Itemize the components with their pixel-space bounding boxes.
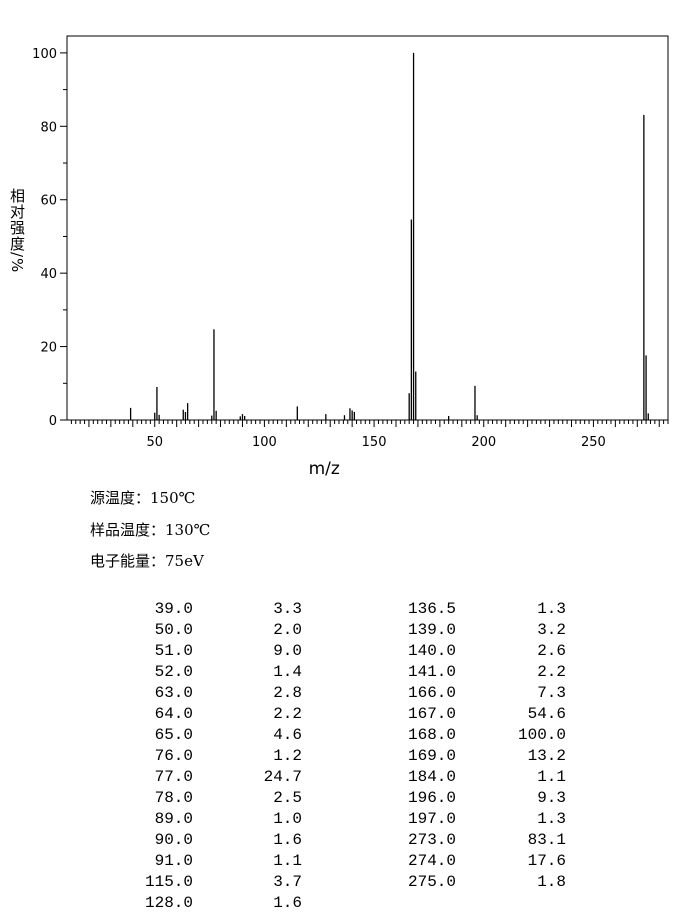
mz-value: 140.0 — [407, 642, 456, 660]
intensity-value: 1.6 — [273, 894, 302, 912]
intensity-value: 2.6 — [537, 642, 566, 660]
mz-value: 64.0 — [154, 705, 193, 723]
intensity-value: 3.7 — [273, 873, 302, 891]
mz-value: 166.0 — [407, 684, 456, 702]
intensity-value: 3.2 — [537, 621, 566, 639]
mz-value: 128.0 — [144, 894, 193, 912]
mz-value: 136.5 — [407, 600, 456, 618]
x-axis-label: m/z — [309, 459, 340, 479]
mass-spectrum-chart: 50 100 150 200 250 0 20 40 60 80 100 m/z — [32, 35, 669, 479]
mz-value: 50.0 — [154, 621, 193, 639]
intensity-value: 3.3 — [273, 600, 302, 618]
intensity-value: 2.5 — [273, 789, 302, 807]
mz-value: 274.0 — [407, 852, 456, 870]
y-tick-label: 60 — [40, 194, 57, 209]
mz-value: 39.0 — [154, 600, 193, 618]
electron-energy: 电子能量：75eV — [90, 552, 204, 570]
y-axis-label: 相对强度/% — [8, 188, 26, 274]
mz-value: 76.0 — [154, 747, 193, 765]
y-tick-label: 40 — [40, 267, 57, 282]
intensity-value: 2.0 — [273, 621, 302, 639]
x-tick-label: 150 — [362, 435, 387, 450]
intensity-value: 1.1 — [273, 852, 302, 870]
intensity-value: 100.0 — [517, 726, 566, 744]
y-tick-label: 20 — [40, 341, 57, 356]
mz-value: 91.0 — [154, 852, 193, 870]
intensity-value: 1.3 — [537, 600, 566, 618]
intensity-value: 17.6 — [527, 852, 566, 870]
intensity-value: 1.6 — [273, 831, 302, 849]
mz-value: 51.0 — [154, 642, 193, 660]
mz-value: 275.0 — [407, 873, 456, 891]
intensity-value: 9.3 — [537, 789, 566, 807]
mz-value: 78.0 — [154, 789, 193, 807]
intensity-value: 1.0 — [273, 810, 302, 828]
mz-value: 65.0 — [154, 726, 193, 744]
intensity-value: 24.7 — [263, 768, 302, 786]
intensity-value: 2.2 — [537, 663, 566, 681]
sample-temperature: 样品温度：130℃ — [90, 521, 211, 539]
mz-value: 197.0 — [407, 810, 456, 828]
x-tick-label: 200 — [471, 435, 496, 450]
intensity-value: 54.6 — [527, 705, 566, 723]
intensity-value: 2.8 — [273, 684, 302, 702]
mz-value: 77.0 — [154, 768, 193, 786]
y-tick-label: 80 — [40, 120, 57, 135]
intensity-value: 9.0 — [273, 642, 302, 660]
mz-value: 169.0 — [407, 747, 456, 765]
mz-value: 90.0 — [154, 831, 193, 849]
x-tick-label: 250 — [581, 435, 606, 450]
mz-value: 63.0 — [154, 684, 193, 702]
intensity-value: 1.4 — [273, 663, 302, 681]
intensity-value: 4.6 — [273, 726, 302, 744]
intensity-value: 1.8 — [537, 873, 566, 891]
mz-value: 52.0 — [154, 663, 193, 681]
mz-value: 273.0 — [407, 831, 456, 849]
intensity-value: 1.1 — [537, 768, 566, 786]
y-tick-label: 100 — [32, 47, 57, 62]
mz-value: 115.0 — [144, 873, 193, 891]
intensity-value: 2.2 — [273, 705, 302, 723]
x-tick-label: 50 — [146, 435, 163, 450]
mz-value: 89.0 — [154, 810, 193, 828]
mz-value: 184.0 — [407, 768, 456, 786]
mz-value: 167.0 — [407, 705, 456, 723]
mz-value: 139.0 — [407, 621, 456, 639]
source-temperature: 源温度：150℃ — [90, 489, 196, 507]
intensity-value: 1.2 — [273, 747, 302, 765]
intensity-value: 1.3 — [537, 810, 566, 828]
mz-value: 196.0 — [407, 789, 456, 807]
y-tick-label: 0 — [49, 414, 57, 429]
intensity-value: 13.2 — [527, 747, 566, 765]
intensity-value: 83.1 — [527, 831, 566, 849]
plot-frame — [66, 35, 669, 421]
mz-value: 141.0 — [407, 663, 456, 681]
intensity-value: 7.3 — [537, 684, 566, 702]
x-tick-label: 100 — [252, 435, 277, 450]
mz-value: 168.0 — [407, 726, 456, 744]
